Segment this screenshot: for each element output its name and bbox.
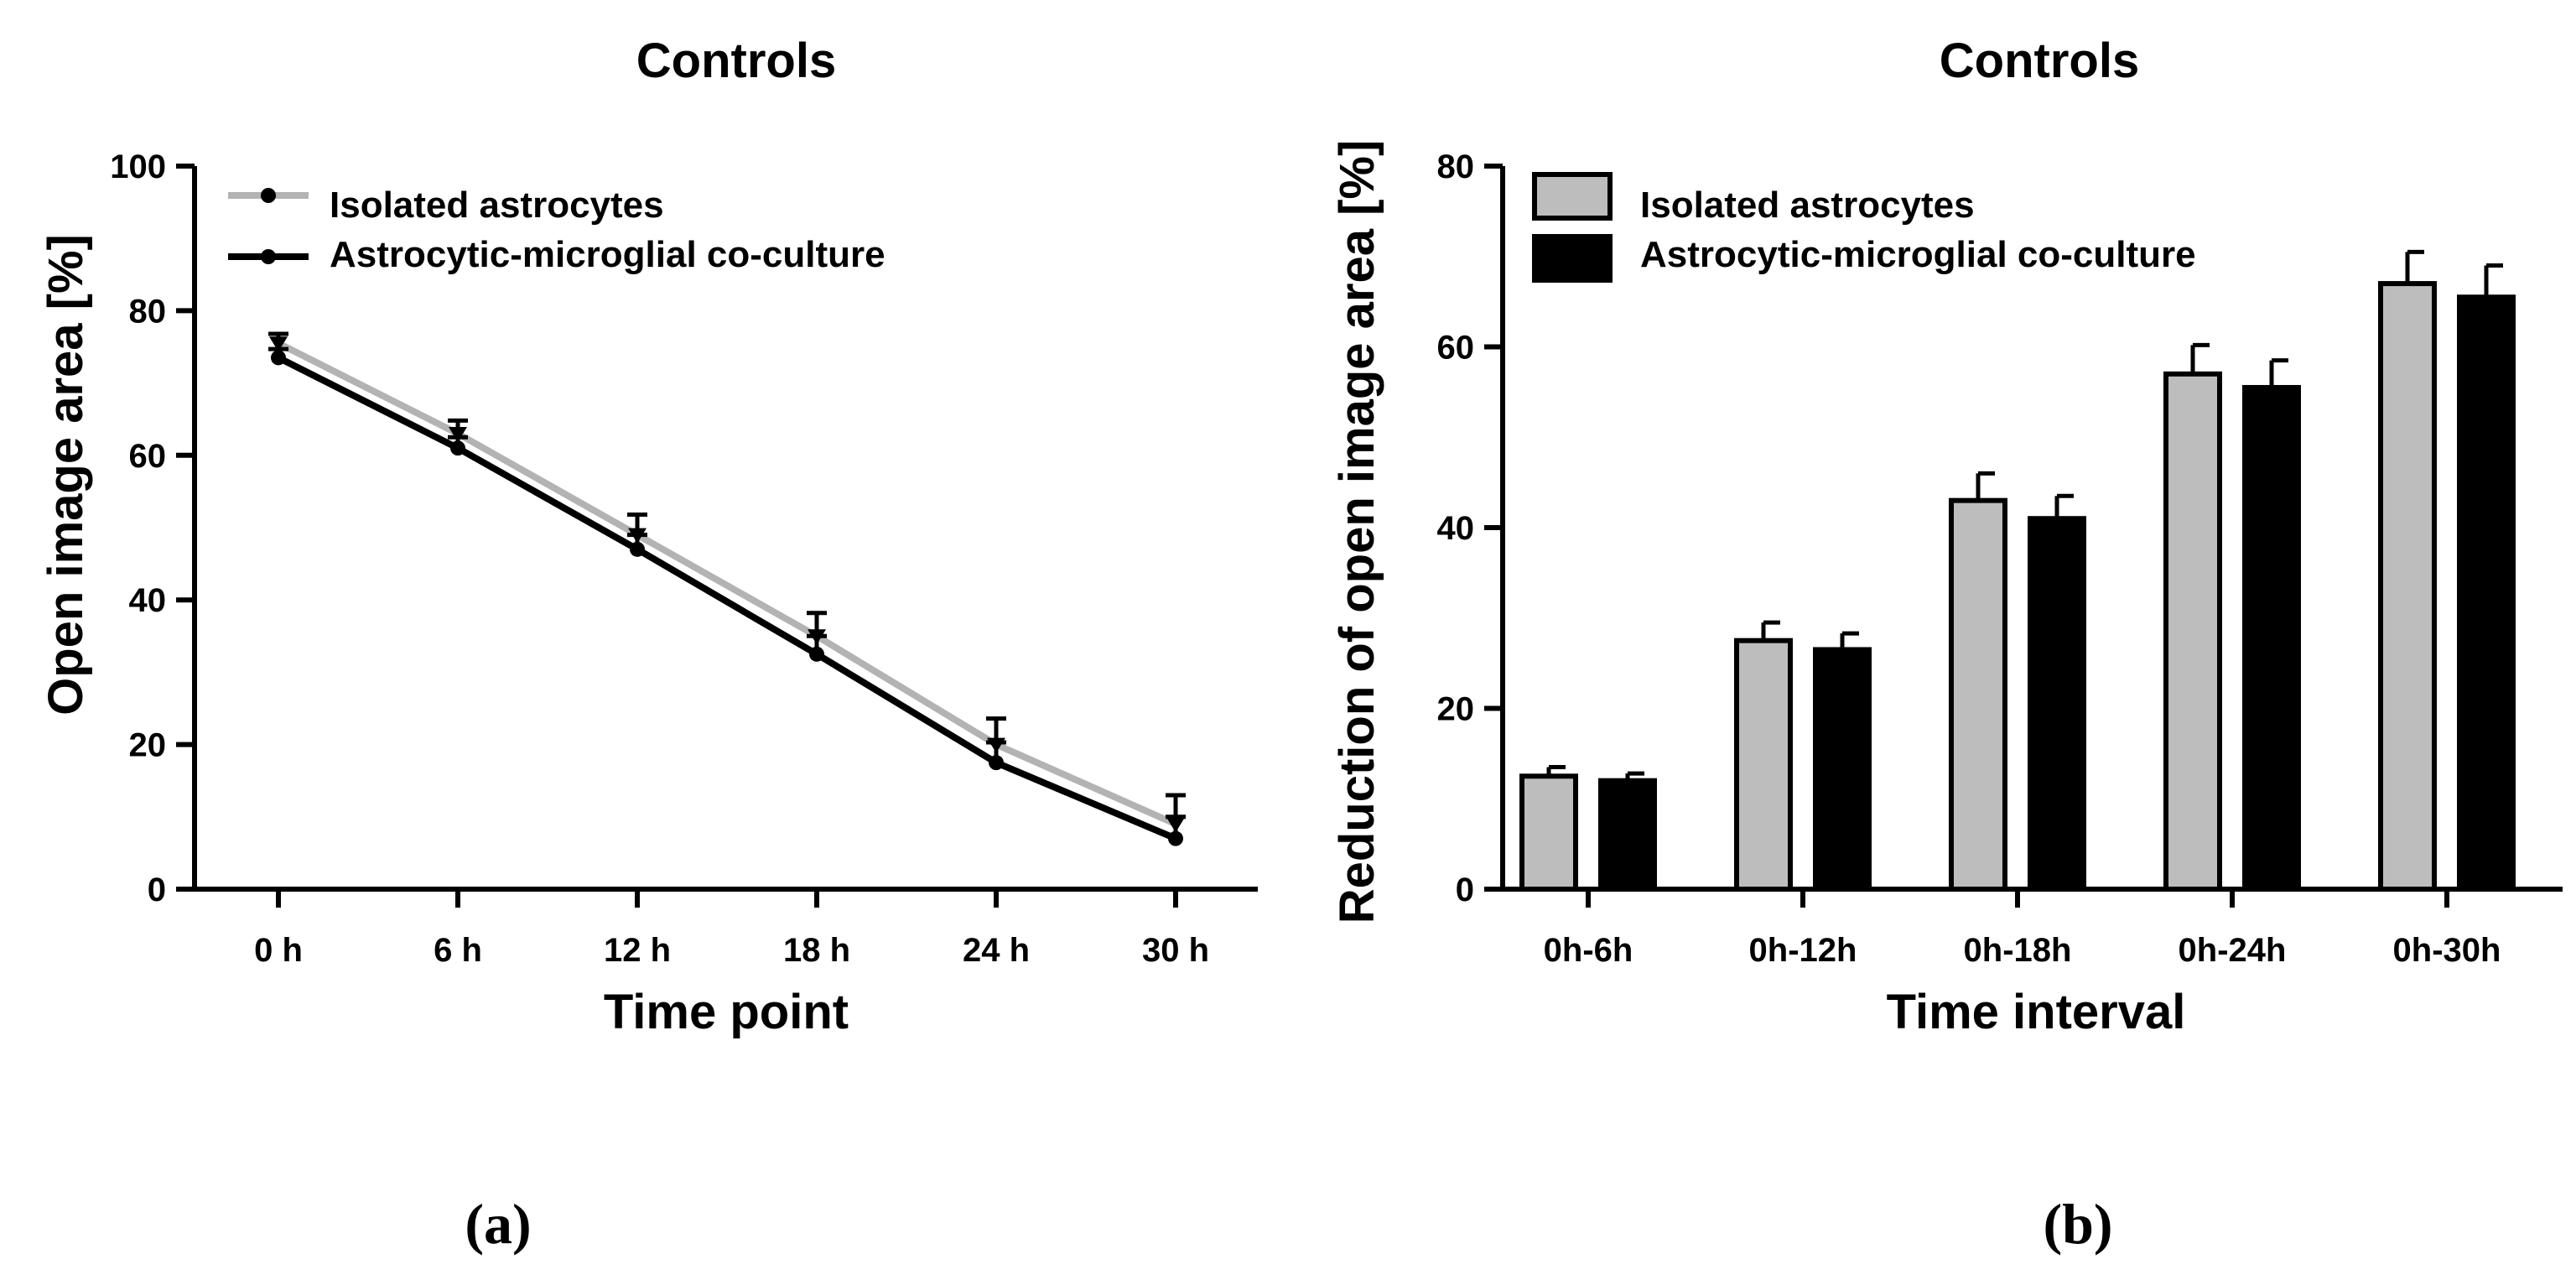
chart-a-x-ticks: 0 h 6 h 12 h 18 h 24 h 30 h [254,889,1209,969]
y-tick-label: 20 [1437,691,1475,728]
bar [1598,778,1657,892]
y-tick-label: 0 [148,872,166,908]
legend-b-label-0: Isolated astrocytes [1640,185,1975,226]
bar [2163,371,2222,892]
x-tick-label: 12 h [604,932,671,969]
chart-b-x-ticks: 0h-6h 0h-12h 0h-18h 0h-24h 0h-30h [1544,889,2501,969]
chart-a-ylabel: Open image area [%] [39,234,93,716]
series-line [277,340,1177,828]
bar [1949,497,2007,892]
data-point [269,336,288,352]
chart-a-title: Controls [636,34,836,88]
y-tick-label: 80 [129,293,167,330]
data-point [630,541,645,557]
x-tick-label: 24 h [963,932,1030,969]
x-tick-label: 0h-18h [1964,932,2072,969]
chart-b-xlabel: Time interval [1887,985,2186,1039]
bar [1813,647,1872,892]
chart-a-xlabel: Time point [604,985,849,1039]
legend-a-label-1: Astrocytic-microglial co-culture [330,234,886,275]
bar [1519,773,1578,892]
x-tick-label: 0h-12h [1749,932,1857,969]
panel-a-label: (a) [465,1192,531,1256]
legend-b-swatch-1 [1532,234,1613,283]
y-tick-label: 40 [129,582,167,619]
panel-b-label: (b) [2043,1192,2112,1256]
bar [2028,516,2086,892]
line-series-0 [268,331,1186,833]
data-point [809,646,824,662]
x-tick-label: 0h-30h [2393,932,2501,969]
bar [2457,294,2516,892]
data-point [989,755,1004,771]
legend-b-swatch-0 [1532,172,1613,221]
chart-b-y-ticks: 0 20 40 60 80 [1437,148,1503,908]
chart-b-title: Controls [1940,34,2139,88]
legend-b-label-1: Astrocytic-microglial co-culture [1640,234,2196,275]
data-point [271,350,286,366]
y-tick-label: 40 [1437,510,1475,547]
y-tick-label: 100 [110,148,166,185]
x-tick-label: 0 h [254,932,303,969]
chart-b-ylabel: Reduction of open image area [%] [1330,140,1384,924]
chart-a-legend: Isolated astrocytes Astrocytic-microglia… [228,185,886,275]
chart-a-series [268,331,1186,846]
legend-a-swatch-marker-1 [261,249,276,264]
y-tick-label: 60 [129,438,167,475]
y-tick-label: 0 [1456,872,1474,908]
chart-b-legend: Isolated astrocytes Astrocytic-microglia… [1532,172,2196,283]
bar [2242,384,2301,892]
line-series-1 [268,346,1186,846]
x-tick-label: 18 h [783,932,850,969]
chart-b-bars [1519,249,2516,892]
bar [1734,638,1793,892]
bar [2378,281,2437,892]
series-line [277,354,1177,842]
legend-a-label-0: Isolated astrocytes [330,185,664,226]
y-tick-label: 60 [1437,330,1475,367]
y-tick-label: 80 [1437,148,1475,185]
data-point [450,440,465,456]
y-tick-label: 20 [129,727,167,764]
data-point [1168,830,1183,846]
x-tick-label: 0h-24h [2179,932,2287,969]
x-tick-label: 6 h [434,932,482,969]
x-tick-label: 0h-6h [1544,932,1633,969]
legend-a-swatch-marker-0 [261,188,276,203]
panel-a: Controls Open image area [%] Time point … [39,34,1258,1256]
panel-b: Controls Reduction of open image area [%… [1330,34,2563,1256]
chart-a-y-ticks: 0 20 40 60 80 100 [110,148,195,908]
data-point [449,426,467,442]
x-tick-label: 30 h [1142,932,1209,969]
